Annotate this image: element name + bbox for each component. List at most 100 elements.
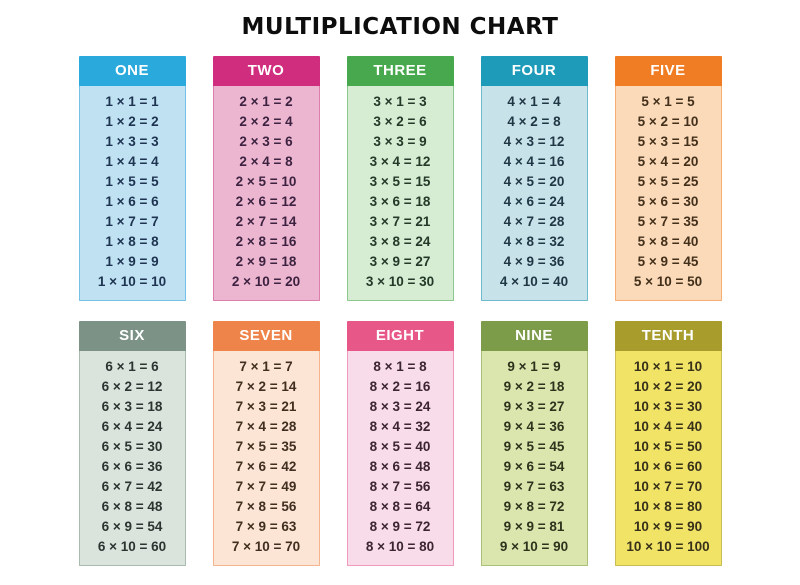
fact-row: 6 × 2 = 12 <box>101 379 163 394</box>
fact-row: 1 × 8 = 8 <box>105 234 159 249</box>
fact-row: 7 × 1 = 7 <box>239 359 293 374</box>
fact-row: 3 × 7 = 21 <box>369 214 431 229</box>
fact-row: 6 × 6 = 36 <box>101 459 163 474</box>
fact-row: 2 × 9 = 18 <box>235 254 297 269</box>
fact-row: 8 × 8 = 64 <box>369 499 431 514</box>
fact-row: 1 × 9 = 9 <box>105 254 159 269</box>
fact-row: 7 × 3 = 21 <box>235 399 297 414</box>
card-body: 5 × 1 = 5 5 × 2 = 10 5 × 3 = 15 5 × 4 = 20 5… <box>614 86 722 301</box>
fact-row: 8 × 1 = 8 <box>373 359 427 374</box>
fact-row: 3 × 9 = 27 <box>369 254 431 269</box>
fact-row: 6 × 4 = 24 <box>101 419 163 434</box>
fact-row: 2 × 10 = 20 <box>231 274 301 289</box>
fact-row: 5 × 10 = 50 <box>633 274 703 289</box>
fact-row: 1 × 7 = 7 <box>105 214 159 229</box>
card-body: 7 × 1 = 7 7 × 2 = 14 7 × 3 = 21 7 × 4 = 28 7… <box>212 351 320 566</box>
card-header-label: SIX <box>78 321 186 351</box>
fact-row: 7 × 6 = 42 <box>235 459 297 474</box>
card-body: 9 × 1 = 9 9 × 2 = 18 9 × 3 = 27 9 × 4 = 36 9… <box>480 351 588 566</box>
fact-row: 1 × 5 = 5 <box>105 174 159 189</box>
fact-row: 2 × 7 = 14 <box>235 214 297 229</box>
fact-row: 4 × 6 = 24 <box>503 194 565 209</box>
card-body: 3 × 1 = 3 3 × 2 = 6 3 × 3 = 9 3 × 4 = 12 3 ×… <box>346 86 454 301</box>
fact-row: 9 × 8 = 72 <box>503 499 565 514</box>
card-header-label: TENTH <box>614 321 722 351</box>
fact-row: 9 × 2 = 18 <box>503 379 565 394</box>
fact-row: 10 × 2 = 20 <box>633 379 703 394</box>
fact-row: 1 × 6 = 6 <box>105 194 159 209</box>
fact-row: 3 × 6 = 18 <box>369 194 431 209</box>
fact-row: 8 × 5 = 40 <box>369 439 431 454</box>
fact-row: 8 × 4 = 32 <box>369 419 431 434</box>
fact-row: 4 × 5 = 20 <box>503 174 565 189</box>
fact-row: 4 × 4 = 16 <box>503 154 565 169</box>
fact-row: 6 × 3 = 18 <box>101 399 163 414</box>
card-header-label: EIGHT <box>346 321 454 351</box>
fact-row: 5 × 7 = 35 <box>637 214 699 229</box>
fact-row: 5 × 5 = 25 <box>637 174 699 189</box>
fact-row: 4 × 2 = 8 <box>507 114 561 129</box>
fact-row: 4 × 9 = 36 <box>503 254 565 269</box>
fact-row: 2 × 2 = 4 <box>239 114 293 129</box>
fact-row: 2 × 8 = 16 <box>235 234 297 249</box>
fact-row: 9 × 10 = 90 <box>499 539 569 554</box>
fact-row: 9 × 6 = 54 <box>503 459 565 474</box>
fact-row: 7 × 4 = 28 <box>235 419 297 434</box>
fact-row: 2 × 6 = 12 <box>235 194 297 209</box>
fact-row: 3 × 2 = 6 <box>373 114 427 129</box>
times-table-card-four: FOUR 4 × 1 = 4 4 × 2 = 8 4 × 3 = 12 4 × 4 =… <box>480 56 588 301</box>
fact-row: 5 × 9 = 45 <box>637 254 699 269</box>
fact-row: 7 × 10 = 70 <box>231 539 301 554</box>
fact-row: 10 × 1 = 10 <box>633 359 703 374</box>
fact-row: 10 × 4 = 40 <box>633 419 703 434</box>
fact-row: 1 × 1 = 1 <box>105 94 159 109</box>
card-body: 10 × 1 = 10 10 × 2 = 20 10 × 3 = 30 10 × 4 … <box>614 351 722 566</box>
page-title: MULTIPLICATION CHART <box>241 14 559 40</box>
card-header-label: TWO <box>212 56 320 86</box>
times-table-grid: ONE 1 × 1 = 1 1 × 2 = 2 1 × 3 = 3 1 × 4 = 4… <box>78 56 722 566</box>
fact-row: 1 × 4 = 4 <box>105 154 159 169</box>
fact-row: 2 × 5 = 10 <box>235 174 297 189</box>
times-table-card-two: TWO 2 × 1 = 2 2 × 2 = 4 2 × 3 = 6 2 × 4 = 8… <box>212 56 320 301</box>
fact-row: 9 × 9 = 81 <box>503 519 565 534</box>
fact-row: 6 × 10 = 60 <box>97 539 167 554</box>
card-header-label: NINE <box>480 321 588 351</box>
card-body: 2 × 1 = 2 2 × 2 = 4 2 × 3 = 6 2 × 4 = 8 2 × … <box>212 86 320 301</box>
fact-row: 5 × 8 = 40 <box>637 234 699 249</box>
times-table-card-five: FIVE 5 × 1 = 5 5 × 2 = 10 5 × 3 = 15 5 × 4 … <box>614 56 722 301</box>
card-header-label: ONE <box>78 56 186 86</box>
fact-row: 10 × 8 = 80 <box>633 499 703 514</box>
fact-row: 6 × 1 = 6 <box>105 359 159 374</box>
card-body: 8 × 1 = 8 8 × 2 = 16 8 × 3 = 24 8 × 4 = 32 8… <box>346 351 454 566</box>
fact-row: 6 × 9 = 54 <box>101 519 163 534</box>
times-table-card-three: THREE 3 × 1 = 3 3 × 2 = 6 3 × 3 = 9 3 × 4 =… <box>346 56 454 301</box>
fact-row: 10 × 3 = 30 <box>633 399 703 414</box>
times-table-card-one: ONE 1 × 1 = 1 1 × 2 = 2 1 × 3 = 3 1 × 4 = 4… <box>78 56 186 301</box>
times-table-card-tenth: TENTH 10 × 1 = 10 10 × 2 = 20 10 × 3 = 30 1… <box>614 321 722 566</box>
fact-row: 10 × 6 = 60 <box>633 459 703 474</box>
fact-row: 5 × 4 = 20 <box>637 154 699 169</box>
fact-row: 8 × 10 = 80 <box>365 539 435 554</box>
fact-row: 3 × 10 = 30 <box>365 274 435 289</box>
fact-row: 3 × 8 = 24 <box>369 234 431 249</box>
fact-row: 8 × 7 = 56 <box>369 479 431 494</box>
fact-row: 8 × 9 = 72 <box>369 519 431 534</box>
fact-row: 7 × 7 = 49 <box>235 479 297 494</box>
fact-row: 3 × 1 = 3 <box>373 94 427 109</box>
fact-row: 5 × 6 = 30 <box>637 194 699 209</box>
fact-row: 4 × 7 = 28 <box>503 214 565 229</box>
fact-row: 3 × 5 = 15 <box>369 174 431 189</box>
times-table-card-seven: SEVEN 7 × 1 = 7 7 × 2 = 14 7 × 3 = 21 7 × 4… <box>212 321 320 566</box>
fact-row: 3 × 3 = 9 <box>373 134 427 149</box>
times-table-card-six: SIX 6 × 1 = 6 6 × 2 = 12 6 × 3 = 18 6 × 4 =… <box>78 321 186 566</box>
fact-row: 1 × 10 = 10 <box>97 274 167 289</box>
fact-row: 6 × 5 = 30 <box>101 439 163 454</box>
fact-row: 8 × 2 = 16 <box>369 379 431 394</box>
fact-row: 4 × 8 = 32 <box>503 234 565 249</box>
fact-row: 9 × 4 = 36 <box>503 419 565 434</box>
card-header-label: FOUR <box>480 56 588 86</box>
fact-row: 1 × 2 = 2 <box>105 114 159 129</box>
fact-row: 10 × 10 = 100 <box>626 539 710 554</box>
fact-row: 8 × 6 = 48 <box>369 459 431 474</box>
card-body: 6 × 1 = 6 6 × 2 = 12 6 × 3 = 18 6 × 4 = 24 6… <box>78 351 186 566</box>
